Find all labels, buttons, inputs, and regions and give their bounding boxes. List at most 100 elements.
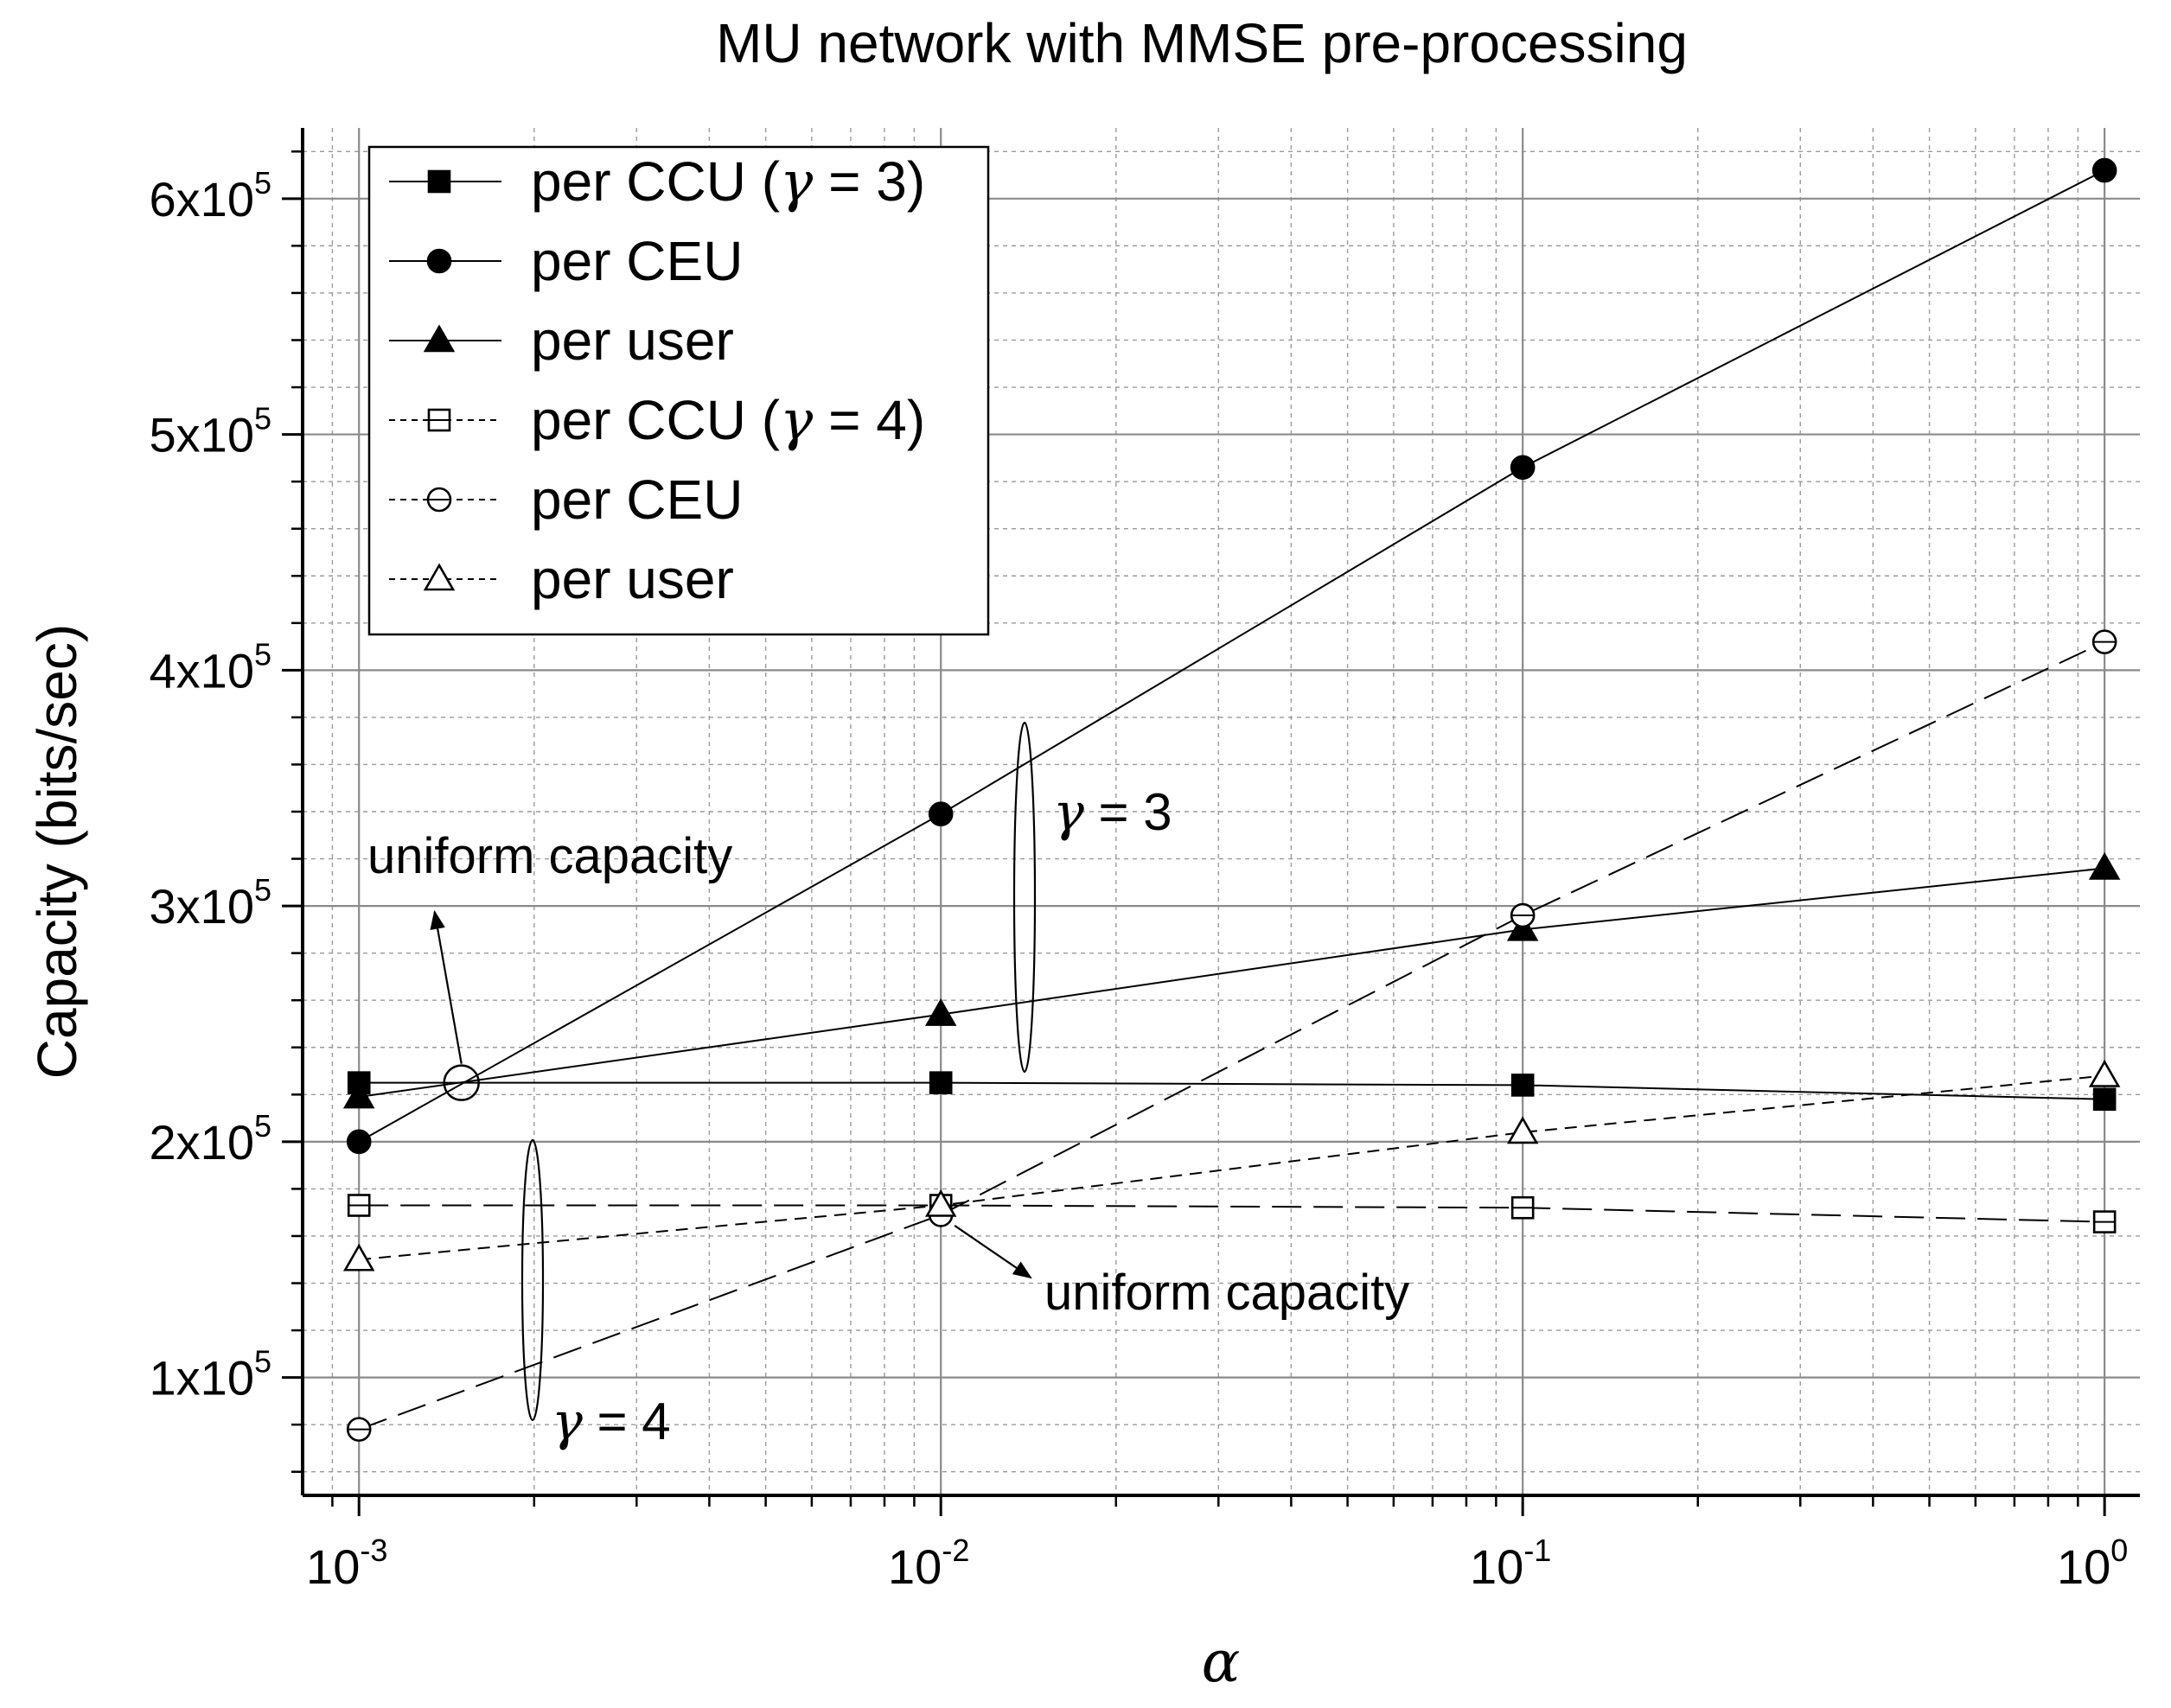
x-tick-label: 100 [2057,1533,2128,1594]
series-6 [342,1059,2121,1271]
series-line [359,1081,2105,1100]
legend-label-part: per CCU ( [531,150,780,213]
x-tick-label-exp: -1 [1523,1533,1551,1568]
legend-label: per CEU [531,468,743,531]
legend-entry-6: per user [389,548,734,610]
series-3 [342,851,2121,1109]
x-axis-label: α [1202,1628,1241,1695]
y-tick-label: 5x105 [150,401,271,462]
gamma3-value: = 3 [1084,783,1172,841]
series-line [359,867,2105,1099]
uniform-capacity-arrow-top [430,909,463,1064]
x-tick-label-exp: -2 [942,1533,969,1568]
chart-title: MU network with MMSE pre-processing [716,12,1688,74]
gamma3-label: γ = 3 [1053,782,1172,843]
legend-label-part: γ [780,150,814,214]
gamma3-group-ellipse [1012,721,1037,1074]
data-point-circle [1510,455,1536,481]
data-point-triangle [342,1243,375,1271]
series-2 [346,157,2117,1155]
legend-label-part: per CEU [531,230,743,292]
legend-label: per CEU [531,230,743,292]
y-tick-label-exp: 5 [254,872,271,908]
x-tick-label: 10-3 [306,1533,387,1594]
y-tick-label: 2x105 [150,1108,271,1169]
y-tick-label-exp: 5 [254,165,271,201]
legend-entry-5: per CEU [389,468,743,531]
x-tick-label-base: 10 [888,1539,942,1594]
legend-label: per user [531,548,734,610]
y-tick-label-base: 6x10 [150,172,254,226]
data-point-square [929,1071,953,1094]
data-point-triangle [342,1080,375,1109]
legend-label-part: = 3) [813,150,925,213]
y-tick-label-exp: 5 [254,1344,271,1380]
data-point-triangle [2088,851,2121,880]
x-tick-label-base: 10 [1470,1539,1523,1594]
legend-marker-triangle [423,563,456,591]
gamma4-label: γ = 4 [552,1392,671,1452]
y-tick-label-base: 1x10 [150,1351,254,1405]
y-tick-label-base: 4x10 [150,643,254,698]
series-layer [342,157,2121,1442]
y-tick-label-base: 2x10 [150,1115,254,1169]
data-point-circle [346,1129,372,1155]
x-tick-label-base: 10 [306,1539,360,1594]
legend-entry-4: per CCU (γ = 4) [389,389,925,453]
series-4 [347,1194,2117,1233]
uniform-capacity-label-top: uniform capacity [367,828,732,884]
gamma4-value: = 4 [583,1393,671,1450]
data-point-triangle [1506,913,1539,941]
series-1 [347,1071,2117,1112]
axes: 10-3 10-2 10-1 1001x1052x1053x1054x1055x105… [150,128,2140,1594]
x-tick-label: 10-2 [888,1533,969,1594]
x-tick-label-exp: 0 [2110,1533,2128,1568]
series-line [358,640,2105,1431]
data-point-circle [2091,157,2117,183]
data-point-triangle [924,997,957,1026]
legend-marker-square [427,169,451,194]
legend-label-part: per CEU [531,468,743,531]
y-tick-label-exp: 5 [254,636,271,672]
data-point-triangle [1506,1116,1539,1144]
x-tick-label-exp: -3 [360,1533,387,1568]
legend-entry-3: per user [389,309,734,372]
data-point-triangle [2088,1059,2121,1087]
legend-entry-2: per CEU [389,230,743,292]
y-tick-label: 4x105 [150,636,271,698]
y-tick-label: 1x105 [150,1344,271,1405]
y-tick-label-exp: 5 [254,401,271,437]
y-tick-label: 3x105 [150,872,271,934]
y-tick-label: 6x105 [150,165,271,226]
y-tick-label-exp: 5 [254,1108,271,1144]
gamma4-group-ellipse [520,1138,545,1422]
y-tick-label-base: 3x10 [150,879,254,934]
legend-marker-circle [426,248,452,274]
legend-label-part: = 4) [813,389,925,451]
data-point-square [1510,1074,1535,1097]
legend-box [367,145,990,636]
legend-label: per user [531,309,734,372]
legend-label: per CCU (γ = 4) [531,389,925,453]
uniform-capacity-circle [443,1064,480,1101]
y-tick-label-base: 5x10 [150,408,254,462]
legend-label-part: per user [531,309,734,372]
series-line [359,1204,2105,1223]
gamma3-symbol: γ [1053,782,1084,843]
data-point-triangle [924,1189,957,1217]
uniform-capacity-arrow-bottom [954,1225,1032,1279]
uniform-capacity-label-bottom: uniform capacity [1044,1265,1409,1321]
legend-label-part: per CCU ( [531,389,780,451]
y-axis-label: Capacity (bits/sec) [26,624,88,1079]
gamma4-symbol: γ [552,1392,583,1452]
legend-marker-triangle [423,324,456,353]
legend-label: per CCU (γ = 3) [531,150,925,214]
legend-entry-1: per CCU (γ = 3) [389,150,925,214]
x-tick-label-base: 10 [2057,1539,2110,1594]
legend-label-part: γ [780,389,814,453]
legend-label-part: per user [531,548,734,610]
series-line [358,169,2105,1143]
data-point-circle [928,801,954,827]
